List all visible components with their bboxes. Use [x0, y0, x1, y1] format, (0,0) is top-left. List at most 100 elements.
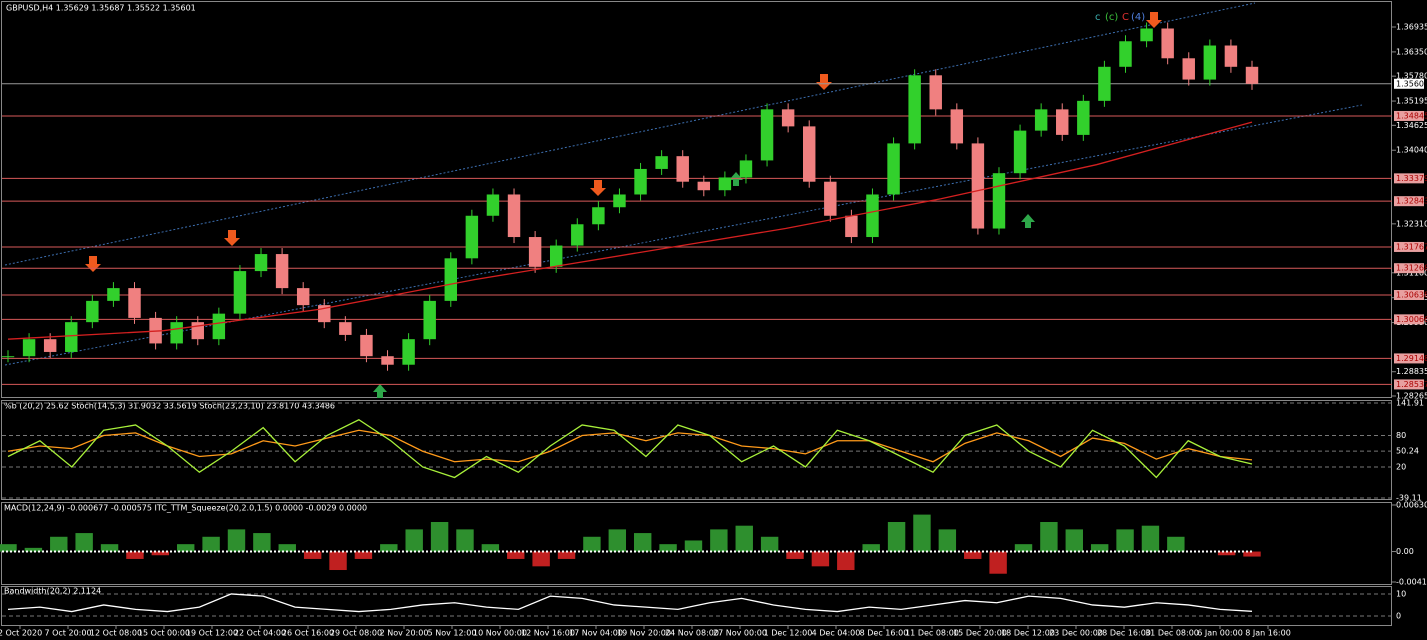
macd-bar	[1167, 536, 1185, 552]
level-label: 1.30066	[1396, 315, 1427, 324]
x-tick-label: 8 Dec 16:00	[860, 629, 909, 638]
macd-bar	[989, 551, 1007, 574]
candle-body	[760, 109, 774, 161]
candle-body	[803, 126, 816, 182]
x-tick-label: 19 Nov 20:00	[617, 629, 671, 638]
macd-bar	[1040, 522, 1058, 552]
candle-body	[866, 194, 879, 238]
candle-body	[1077, 100, 1090, 135]
macd-bar	[24, 547, 43, 552]
bandwidth-line	[7, 593, 1253, 613]
candle-body	[65, 322, 78, 352]
macd-bar	[456, 529, 474, 552]
percent-b-line	[7, 418, 1253, 479]
macd-bar	[608, 529, 627, 552]
x-tick-label: 26 Oct 16:00	[282, 629, 334, 638]
x-tick-label: 7 Oct 20:00	[44, 629, 91, 638]
macd-tick-label: 0.006301	[1396, 501, 1427, 510]
macd-bar	[532, 551, 550, 567]
candle-body	[170, 322, 183, 344]
y-tick-label: 1.28835	[1396, 367, 1427, 376]
macd-bar	[786, 551, 804, 559]
x-tick-label: 19 Oct 12:00	[186, 629, 238, 638]
x-tick-label: 18 Dec 12:00	[1001, 629, 1055, 638]
level-tag	[1394, 241, 1424, 252]
x-tick-label: 2 Oct 2020	[0, 629, 42, 638]
y-tick-label: 1.36935	[1396, 23, 1427, 32]
candle-body	[971, 143, 985, 229]
candle-body	[1203, 45, 1217, 80]
candle-body	[465, 215, 479, 259]
candle-body	[781, 109, 795, 127]
macd-bar	[507, 551, 525, 559]
candle-body	[107, 288, 120, 301]
macd-bar	[151, 551, 170, 556]
symbol-header: GBPUSD,H4 1.35629 1.35687 1.35522 1.3560…	[6, 4, 196, 13]
candle-body	[486, 194, 500, 216]
y-tick-label: 1.32310	[1396, 219, 1427, 228]
x-tick-label: 24 Nov 08:00	[665, 629, 719, 638]
wave-label: c	[1095, 12, 1101, 23]
candle-body	[43, 339, 57, 352]
macd-bar	[583, 536, 601, 552]
level-label: 1.30638	[1396, 291, 1427, 300]
macd-bar	[303, 551, 322, 559]
x-tick-label: 28 Dec 16:00	[1097, 629, 1151, 638]
candle-body	[1161, 28, 1174, 59]
candle-body	[1245, 66, 1259, 84]
level-label: 1.28537	[1396, 380, 1427, 389]
macd-bar	[964, 551, 982, 559]
candle-body	[1119, 41, 1132, 67]
stoch-line	[7, 429, 1253, 463]
level-tag	[1394, 290, 1424, 301]
macd-bar	[278, 544, 296, 552]
macd-bar	[0, 544, 17, 552]
macd-bar	[710, 529, 728, 552]
macd-bar	[938, 529, 957, 552]
macd-bar	[481, 544, 500, 552]
x-tick-label: 12 Oct 08:00	[90, 629, 142, 638]
macd-bar	[862, 544, 880, 552]
x-tick-label: 4 Dec 04:00	[812, 629, 861, 638]
candle-body	[1034, 109, 1048, 131]
candle-body	[718, 177, 732, 191]
x-tick-label: 5 Nov 12:00	[428, 629, 477, 638]
x-tick-label: 17 Nov 04:00	[569, 629, 623, 638]
level-tag	[1394, 110, 1424, 121]
candle-body	[824, 181, 837, 216]
x-tick-label: 23 Dec 00:00	[1049, 629, 1103, 638]
y-tick-label: 1.34040	[1396, 146, 1427, 155]
macd-bar	[75, 533, 93, 552]
x-tick-label: 31 Dec 08:00	[1145, 629, 1199, 638]
macd-bar	[735, 525, 753, 552]
x-tick-label: 15 Dec 20:00	[953, 629, 1007, 638]
macd-bar	[887, 522, 906, 552]
x-tick-label: 12 Nov 16:00	[521, 629, 575, 638]
y-tick-label: 1.35780	[1396, 72, 1427, 81]
x-tick-label: 22 Oct 04:00	[234, 629, 286, 638]
macd-bar	[1243, 551, 1261, 557]
candle-body	[22, 339, 36, 357]
macd-bar	[659, 544, 677, 552]
x-tick-label: 10 Nov 00:00	[473, 629, 527, 638]
candle-body	[1013, 130, 1027, 174]
macd-bar	[227, 529, 246, 552]
panel-frames	[1, 1, 1392, 626]
candle-body	[950, 109, 964, 144]
x-tick-label: 6 Jan 00:00	[1197, 629, 1243, 638]
candle-body	[296, 288, 310, 306]
candle-body	[423, 300, 436, 340]
candle-body	[1, 356, 15, 358]
macd-bar	[1116, 529, 1134, 552]
level-tag	[1394, 353, 1424, 364]
macd-bar	[760, 536, 779, 552]
candle-body	[1140, 28, 1153, 42]
macd-bar	[557, 551, 576, 559]
macd-bar	[633, 533, 652, 552]
level-tag	[1394, 379, 1424, 390]
level-label: 1.32843	[1396, 197, 1427, 206]
wave-label: (4)	[1131, 12, 1145, 23]
macd-bar	[177, 544, 195, 552]
candle-body	[908, 75, 921, 144]
